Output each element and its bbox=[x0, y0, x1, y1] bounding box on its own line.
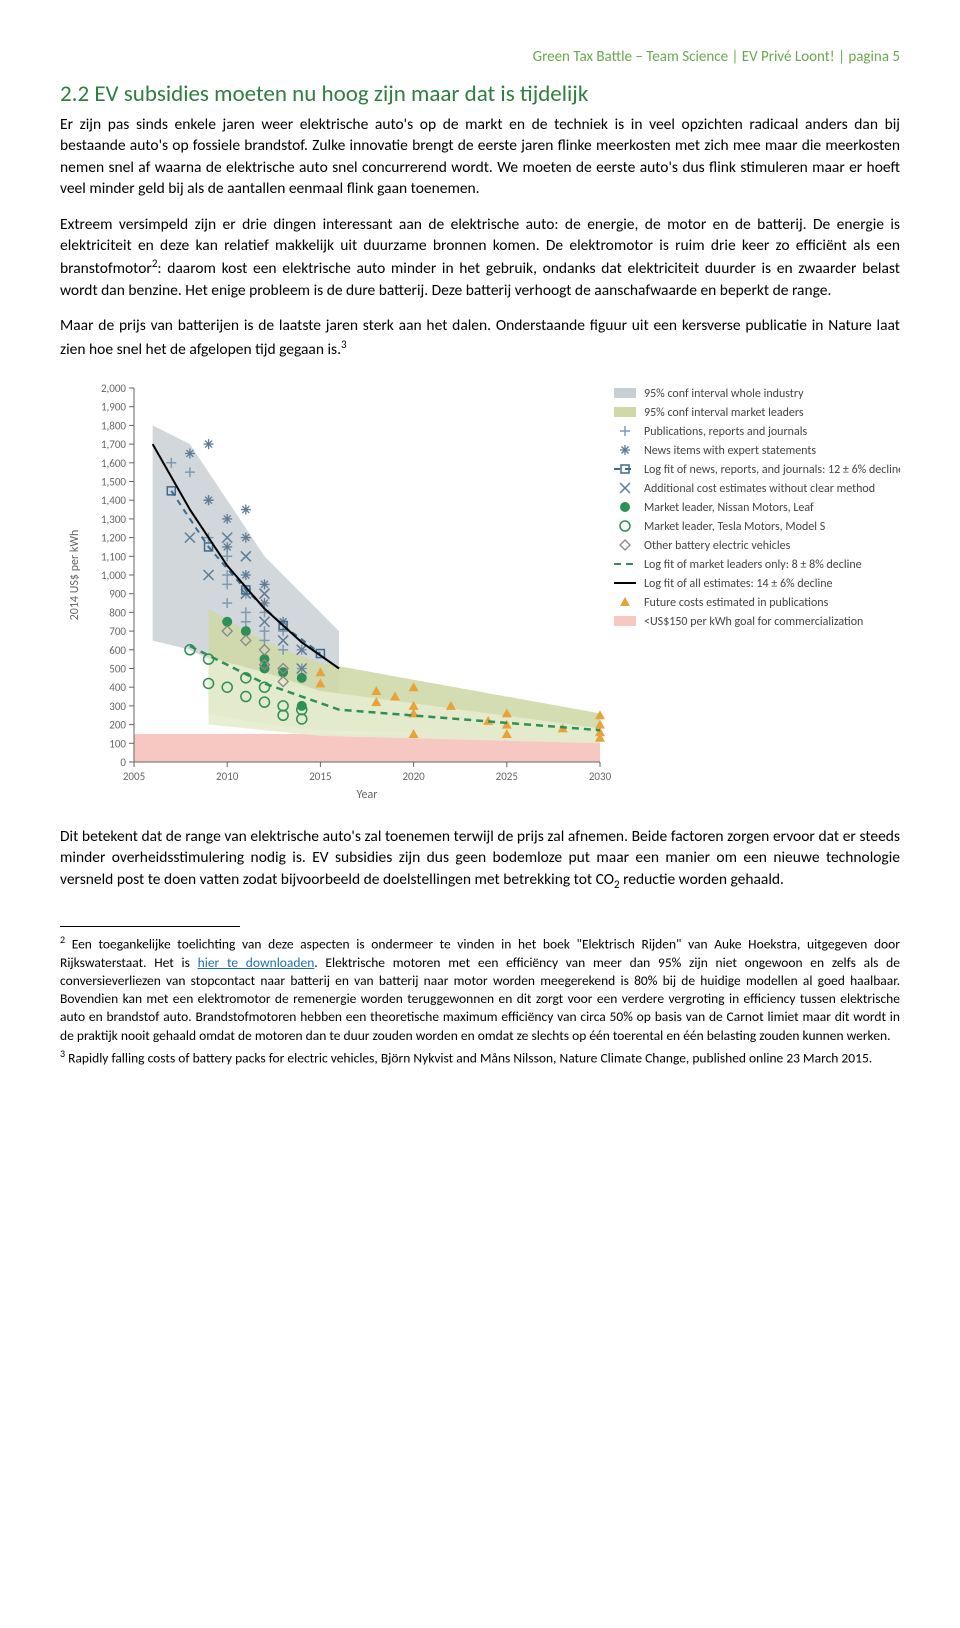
footnote-ref-3: 3 bbox=[341, 338, 347, 351]
svg-text:700: 700 bbox=[109, 625, 126, 638]
svg-text:2010: 2010 bbox=[216, 770, 239, 783]
footnote-2-link[interactable]: hier te downloaden bbox=[198, 954, 315, 971]
paragraph-3a: Maar de prijs van batterijen is de laats… bbox=[60, 316, 900, 359]
svg-text:1,800: 1,800 bbox=[101, 419, 126, 432]
svg-text:Log fit of news, reports, and: Log fit of news, reports, and journals: … bbox=[644, 463, 900, 477]
svg-text:900: 900 bbox=[109, 588, 126, 601]
svg-text:1,000: 1,000 bbox=[101, 569, 126, 582]
svg-text:400: 400 bbox=[109, 681, 126, 694]
svg-text:800: 800 bbox=[109, 606, 126, 619]
paragraph-2b: : daarom kost een elektrische auto minde… bbox=[60, 259, 900, 299]
svg-text:1,400: 1,400 bbox=[101, 494, 126, 507]
svg-text:500: 500 bbox=[109, 663, 126, 676]
svg-text:0: 0 bbox=[120, 756, 126, 769]
footnote-3: 3 Rapidly falling costs of battery packs… bbox=[60, 1047, 900, 1068]
footnote-2: 2 Een toegankelijke toelichting van deze… bbox=[60, 933, 900, 1045]
paragraph-2: Extreem versimpeld zijn er drie dingen i… bbox=[60, 214, 900, 302]
paragraph-1: Er zijn pas sinds enkele jaren weer elek… bbox=[60, 114, 900, 200]
svg-text:1,700: 1,700 bbox=[101, 438, 126, 451]
svg-text:Year: Year bbox=[357, 788, 378, 802]
svg-text:Other battery electric vehicle: Other battery electric vehicles bbox=[644, 539, 791, 553]
battery-cost-chart: 0 100 200 300 400 500 600 700 800 900 1,000 1,100 1,… bbox=[60, 374, 900, 804]
section-heading: 2.2 EV subsidies moeten nu hoog zijn maa… bbox=[60, 80, 900, 108]
footnote-separator bbox=[60, 926, 240, 927]
svg-text:Log fit of market leaders only: Log fit of market leaders only: 8 ± 8% d… bbox=[644, 558, 862, 572]
svg-text:1,200: 1,200 bbox=[101, 532, 126, 545]
svg-text:95% conf interval market leade: 95% conf interval market leaders bbox=[644, 406, 804, 420]
svg-text:1,600: 1,600 bbox=[101, 457, 126, 470]
svg-text:2005: 2005 bbox=[123, 770, 145, 783]
svg-text:200: 200 bbox=[109, 719, 126, 732]
svg-text:2014 US$ per kWh: 2014 US$ per kWh bbox=[68, 530, 82, 621]
footnote-3-text: Rapidly falling costs of battery packs f… bbox=[65, 1049, 872, 1066]
svg-text:2025: 2025 bbox=[496, 770, 518, 783]
paragraph-4b: reductie worden gehaald. bbox=[620, 870, 784, 889]
svg-text:<US$150 per kWh goal for comme: <US$150 per kWh goal for commercializati… bbox=[644, 615, 863, 629]
svg-text:1,900: 1,900 bbox=[101, 401, 126, 414]
svg-text:1,300: 1,300 bbox=[101, 513, 126, 526]
paragraph-4: Dit betekent dat de range van elektrisch… bbox=[60, 826, 900, 892]
svg-text:600: 600 bbox=[109, 644, 126, 657]
svg-text:300: 300 bbox=[109, 700, 126, 713]
svg-text:2015: 2015 bbox=[309, 770, 331, 783]
svg-text:1,100: 1,100 bbox=[101, 550, 126, 563]
svg-text:News items with expert stateme: News items with expert statements bbox=[644, 444, 816, 458]
svg-text:Log fit of all estimates: 14 ±: Log fit of all estimates: 14 ± 6% declin… bbox=[644, 577, 833, 591]
svg-text:Future costs estimated in publ: Future costs estimated in publications bbox=[644, 596, 829, 610]
svg-text:Market leader, Nissan Motors,: Market leader, Nissan Motors, Leaf bbox=[644, 501, 814, 515]
svg-text:1,500: 1,500 bbox=[101, 476, 126, 489]
svg-text:Market leader, Tesla Motors, M: Market leader, Tesla Motors, Model S bbox=[644, 520, 826, 534]
svg-text:Additional cost estimates with: Additional cost estimates without clear … bbox=[644, 482, 875, 496]
svg-text:2030: 2030 bbox=[589, 770, 612, 783]
svg-text:95% conf interval whole indust: 95% conf interval whole industry bbox=[644, 387, 804, 401]
svg-text:2,000: 2,000 bbox=[101, 382, 126, 395]
svg-text:2020: 2020 bbox=[402, 770, 425, 783]
svg-text:Publications, reports and jour: Publications, reports and journals bbox=[644, 425, 807, 439]
paragraph-3: Maar de prijs van batterijen is de laats… bbox=[60, 315, 900, 360]
running-head: Green Tax Battle – Team Science | EV Pri… bbox=[60, 48, 900, 66]
svg-text:100: 100 bbox=[109, 737, 126, 750]
